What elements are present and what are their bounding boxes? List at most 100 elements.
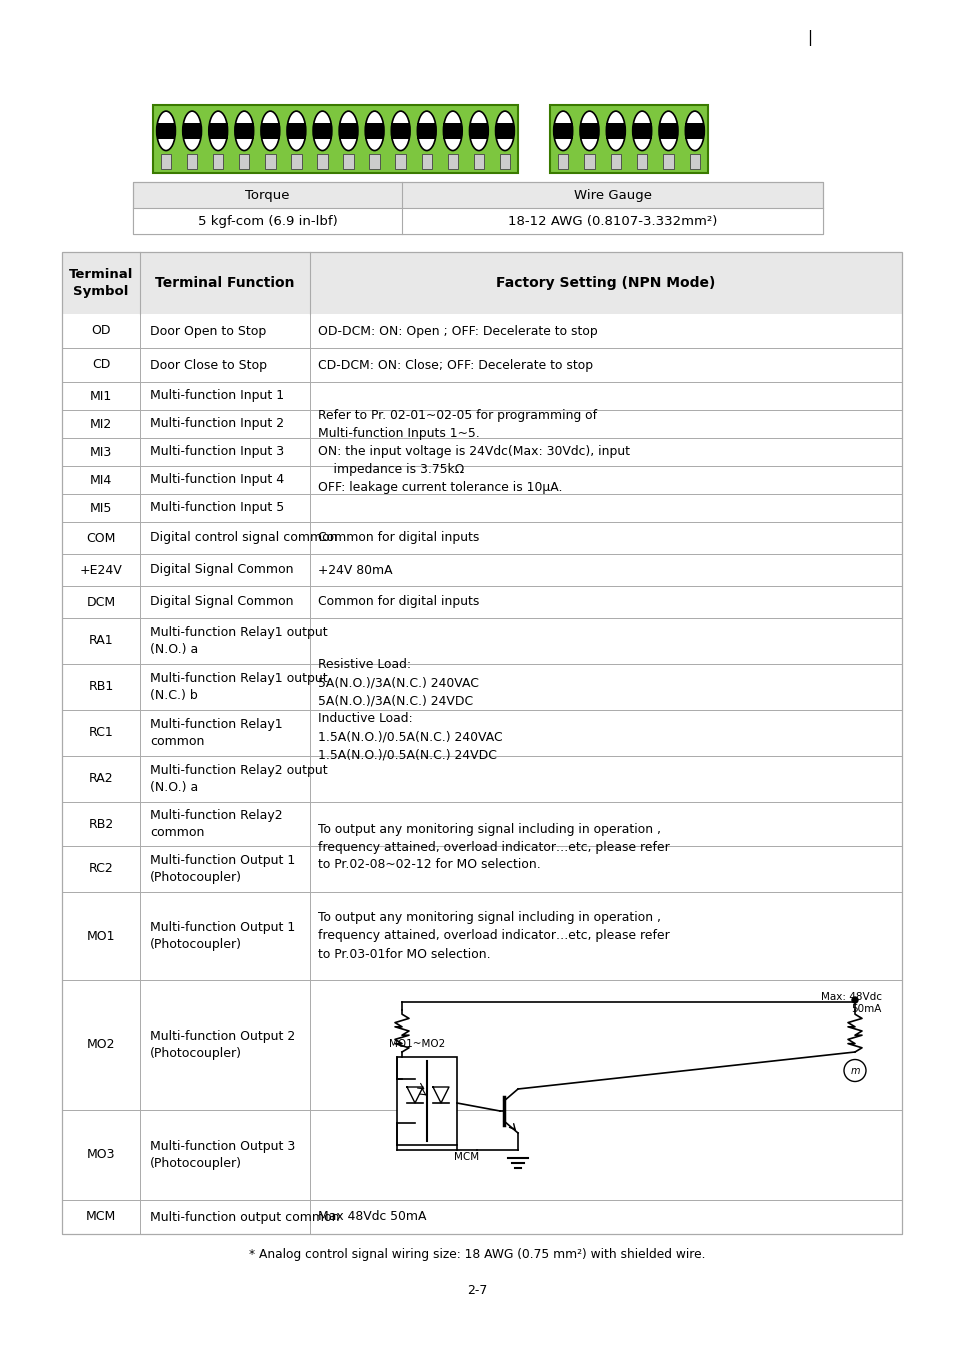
Ellipse shape (391, 111, 410, 151)
Text: MI2: MI2 (90, 417, 112, 431)
Bar (495, 123, 514, 139)
Text: m: m (849, 1065, 859, 1076)
Bar (421, 154, 432, 169)
Text: Digital control signal common: Digital control signal common (150, 532, 337, 544)
Text: CD-DCM: ON: Close; OFF: Decelerate to stop: CD-DCM: ON: Close; OFF: Decelerate to st… (317, 359, 593, 371)
Text: Terminal Function: Terminal Function (155, 275, 294, 290)
Text: 18-12 AWG (0.8107-3.332mm²): 18-12 AWG (0.8107-3.332mm²) (507, 215, 717, 228)
Bar (447, 154, 457, 169)
Bar (396, 1057, 456, 1145)
Bar (132, 208, 822, 234)
Text: Multi-function Output 3
(Photocoupler): Multi-function Output 3 (Photocoupler) (150, 1139, 294, 1170)
Text: MO1~MO2: MO1~MO2 (389, 1040, 445, 1049)
Text: Multi-function output common: Multi-function output common (150, 1211, 339, 1223)
Bar (474, 154, 483, 169)
Ellipse shape (684, 111, 703, 151)
Text: Digital Signal Common: Digital Signal Common (150, 595, 294, 609)
Text: RB2: RB2 (89, 818, 113, 830)
Text: MI3: MI3 (90, 446, 112, 459)
Text: Multi-function Relay1
common: Multi-function Relay1 common (150, 718, 282, 748)
Text: +24V 80mA: +24V 80mA (317, 563, 393, 576)
Text: Multi-function Input 2: Multi-function Input 2 (150, 417, 284, 431)
Text: Wire Gauge: Wire Gauge (573, 189, 651, 201)
Text: Multi-function Output 1
(Photocoupler): Multi-function Output 1 (Photocoupler) (150, 921, 294, 950)
Ellipse shape (183, 111, 201, 151)
Bar (632, 123, 651, 139)
Bar (579, 123, 598, 139)
Bar (689, 154, 700, 169)
Text: RC1: RC1 (89, 726, 113, 740)
Text: Multi-function Relay2 output
(N.O.) a: Multi-function Relay2 output (N.O.) a (150, 764, 327, 794)
Bar (659, 123, 678, 139)
Bar (583, 154, 594, 169)
Bar (606, 123, 624, 139)
Text: COM: COM (86, 532, 115, 544)
Text: Multi-function Relay1 output
(N.O.) a: Multi-function Relay1 output (N.O.) a (150, 626, 327, 656)
Ellipse shape (365, 111, 384, 151)
Text: Multi-function Relay1 output
(N.C.) b: Multi-function Relay1 output (N.C.) b (150, 672, 327, 702)
Bar (152, 105, 517, 173)
Bar (265, 154, 275, 169)
Ellipse shape (606, 111, 624, 151)
Bar (161, 154, 172, 169)
Ellipse shape (579, 111, 598, 151)
Text: OD: OD (91, 324, 111, 338)
Bar (62, 252, 901, 315)
Text: MI4: MI4 (90, 474, 112, 486)
Ellipse shape (632, 111, 651, 151)
Text: Factory Setting (NPN Mode): Factory Setting (NPN Mode) (496, 275, 715, 290)
Text: 2-7: 2-7 (466, 1284, 487, 1297)
Text: DCM: DCM (87, 595, 115, 609)
Bar (132, 182, 822, 234)
Ellipse shape (209, 111, 228, 151)
Text: Digital Signal Common: Digital Signal Common (150, 563, 294, 576)
Text: * Analog control signal wiring size: 18 AWG (0.75 mm²) with shielded wire.: * Analog control signal wiring size: 18 … (249, 1247, 704, 1261)
Text: RA1: RA1 (89, 634, 113, 648)
Ellipse shape (469, 111, 488, 151)
Text: MI5: MI5 (90, 501, 112, 514)
Text: Multi-function Output 2
(Photocoupler): Multi-function Output 2 (Photocoupler) (150, 1030, 294, 1060)
Ellipse shape (156, 111, 175, 151)
Ellipse shape (443, 111, 461, 151)
Bar (553, 123, 572, 139)
Bar (317, 154, 327, 169)
Bar (365, 123, 384, 139)
Bar (183, 123, 201, 139)
Bar (662, 154, 673, 169)
Circle shape (851, 998, 857, 1003)
Text: 5 kgf-com (6.9 in-lbf): 5 kgf-com (6.9 in-lbf) (197, 215, 337, 228)
Text: To output any monitoring signal including in operation ,
frequency attained, ove: To output any monitoring signal includin… (317, 911, 669, 960)
Text: RA2: RA2 (89, 772, 113, 786)
Ellipse shape (553, 111, 572, 151)
Bar (610, 154, 620, 169)
Bar (132, 182, 822, 234)
Ellipse shape (416, 111, 436, 151)
Text: MO1: MO1 (87, 930, 115, 942)
Text: RB1: RB1 (89, 680, 113, 694)
Bar (684, 123, 703, 139)
Bar (213, 154, 223, 169)
Text: Door Open to Stop: Door Open to Stop (150, 324, 266, 338)
Bar (62, 252, 901, 1234)
Text: Multi-function Input 1: Multi-function Input 1 (150, 390, 284, 402)
Bar (416, 123, 436, 139)
Text: RC2: RC2 (89, 863, 113, 876)
Bar (313, 123, 332, 139)
Bar (287, 123, 306, 139)
Bar (234, 123, 253, 139)
Ellipse shape (261, 111, 279, 151)
Bar (395, 154, 405, 169)
Bar (291, 154, 301, 169)
Bar (469, 123, 488, 139)
Text: MO3: MO3 (87, 1149, 115, 1161)
Text: Multi-function Input 5: Multi-function Input 5 (150, 501, 284, 514)
Bar (558, 154, 568, 169)
Ellipse shape (234, 111, 253, 151)
Bar (156, 123, 175, 139)
Text: Refer to Pr. 02-01~02-05 for programming of
Multi-function Inputs 1~5.
ON: the i: Refer to Pr. 02-01~02-05 for programming… (317, 409, 629, 494)
Text: Multi-function Input 4: Multi-function Input 4 (150, 474, 284, 486)
Text: +E24V: +E24V (79, 563, 122, 576)
Ellipse shape (659, 111, 678, 151)
Bar (339, 123, 357, 139)
Bar (239, 154, 249, 169)
